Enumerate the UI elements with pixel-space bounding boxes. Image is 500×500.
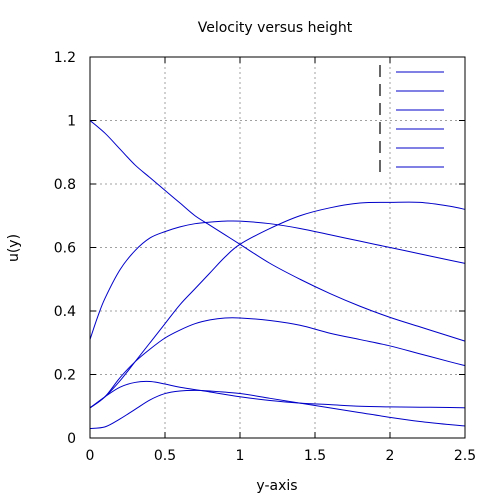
- x-tick-label: 0: [86, 448, 95, 464]
- series-line-2: [89, 220, 466, 340]
- x-tick-label: 0.5: [154, 448, 176, 464]
- y-tick-label: 0.2: [54, 368, 76, 384]
- y-tick-label: 0.4: [54, 304, 76, 320]
- y-tick-label: 0.8: [54, 177, 76, 193]
- y-axis-label: u(y): [6, 234, 22, 262]
- series-line-6: [89, 389, 466, 429]
- legend: [379, 65, 444, 172]
- series-group: [89, 120, 466, 429]
- chart-title: Velocity versus height: [198, 20, 353, 36]
- y-tick-label: 0.6: [54, 241, 76, 257]
- tick-labels: 0 0.5 1 1.5 2 2.5 0 0.2 0.4 0.6 0.8 1 1.2: [54, 50, 476, 464]
- grid: [90, 57, 465, 438]
- x-tick-label: 1: [236, 448, 245, 464]
- y-tick-label: 0: [67, 431, 76, 447]
- x-tick-label: 2: [386, 448, 395, 464]
- x-tick-label: 2.5: [454, 448, 476, 464]
- series-line-4: [89, 317, 466, 409]
- series-line-5: [89, 380, 466, 409]
- y-tick-label: 1.2: [54, 50, 76, 66]
- plot-frame: [89, 56, 466, 439]
- series-line-3: [89, 201, 466, 409]
- y-tick-label: 1: [67, 114, 76, 130]
- x-tick-label: 1.5: [304, 448, 326, 464]
- series-line-1: [89, 120, 466, 342]
- x-axis-label: y-axis: [256, 478, 297, 494]
